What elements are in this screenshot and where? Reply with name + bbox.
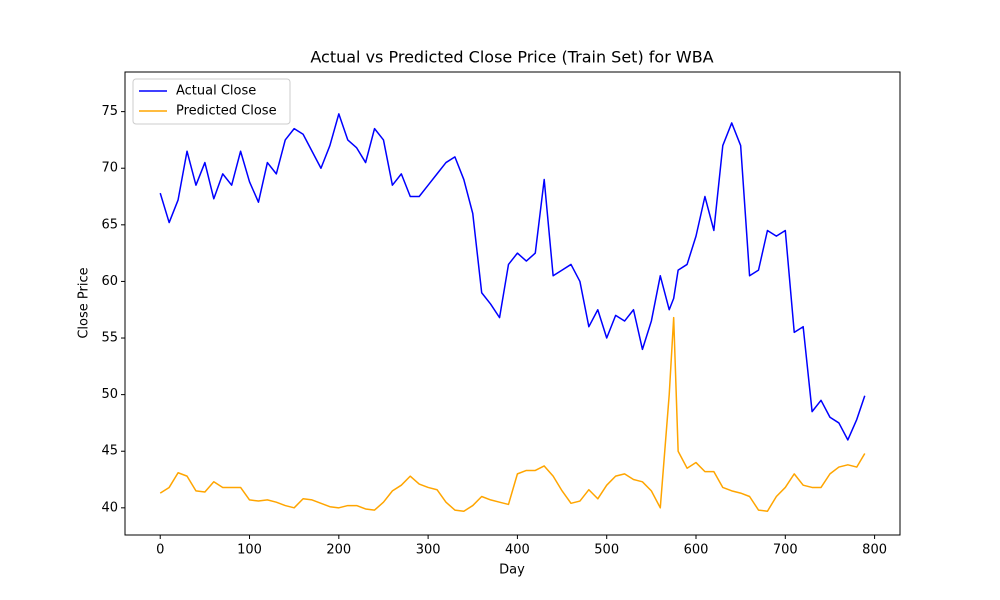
x-tick-label: 200 (326, 543, 351, 558)
y-tick-label: 40 (101, 500, 118, 515)
x-tick-label: 600 (684, 543, 709, 558)
legend-label: Actual Close (176, 84, 256, 99)
x-tick-label: 500 (594, 543, 619, 558)
x-tick-label: 400 (505, 543, 530, 558)
x-tick-label: 700 (773, 543, 798, 558)
x-tick-label: 0 (156, 543, 164, 558)
series-line (159, 316, 866, 512)
y-axis-label: Close Price (77, 267, 92, 338)
x-tick-label: 100 (237, 543, 262, 558)
axes-frame (124, 71, 901, 536)
series-line (159, 113, 866, 441)
x-axis-label: Day (499, 563, 525, 578)
y-tick-label: 75 (101, 104, 118, 119)
y-tick-label: 70 (101, 161, 118, 176)
y-tick-label: 45 (101, 444, 118, 459)
y-tick-label: 55 (101, 331, 118, 346)
y-tick-label: 50 (101, 387, 118, 402)
legend-label: Predicted Close (176, 104, 277, 119)
y-tick-label: 60 (101, 274, 118, 289)
chart-title: Actual vs Predicted Close Price (Train S… (310, 48, 713, 67)
y-tick-label: 65 (101, 217, 118, 232)
x-tick-label: 800 (862, 543, 887, 558)
legend-box (132, 78, 291, 125)
x-tick-label: 300 (416, 543, 441, 558)
